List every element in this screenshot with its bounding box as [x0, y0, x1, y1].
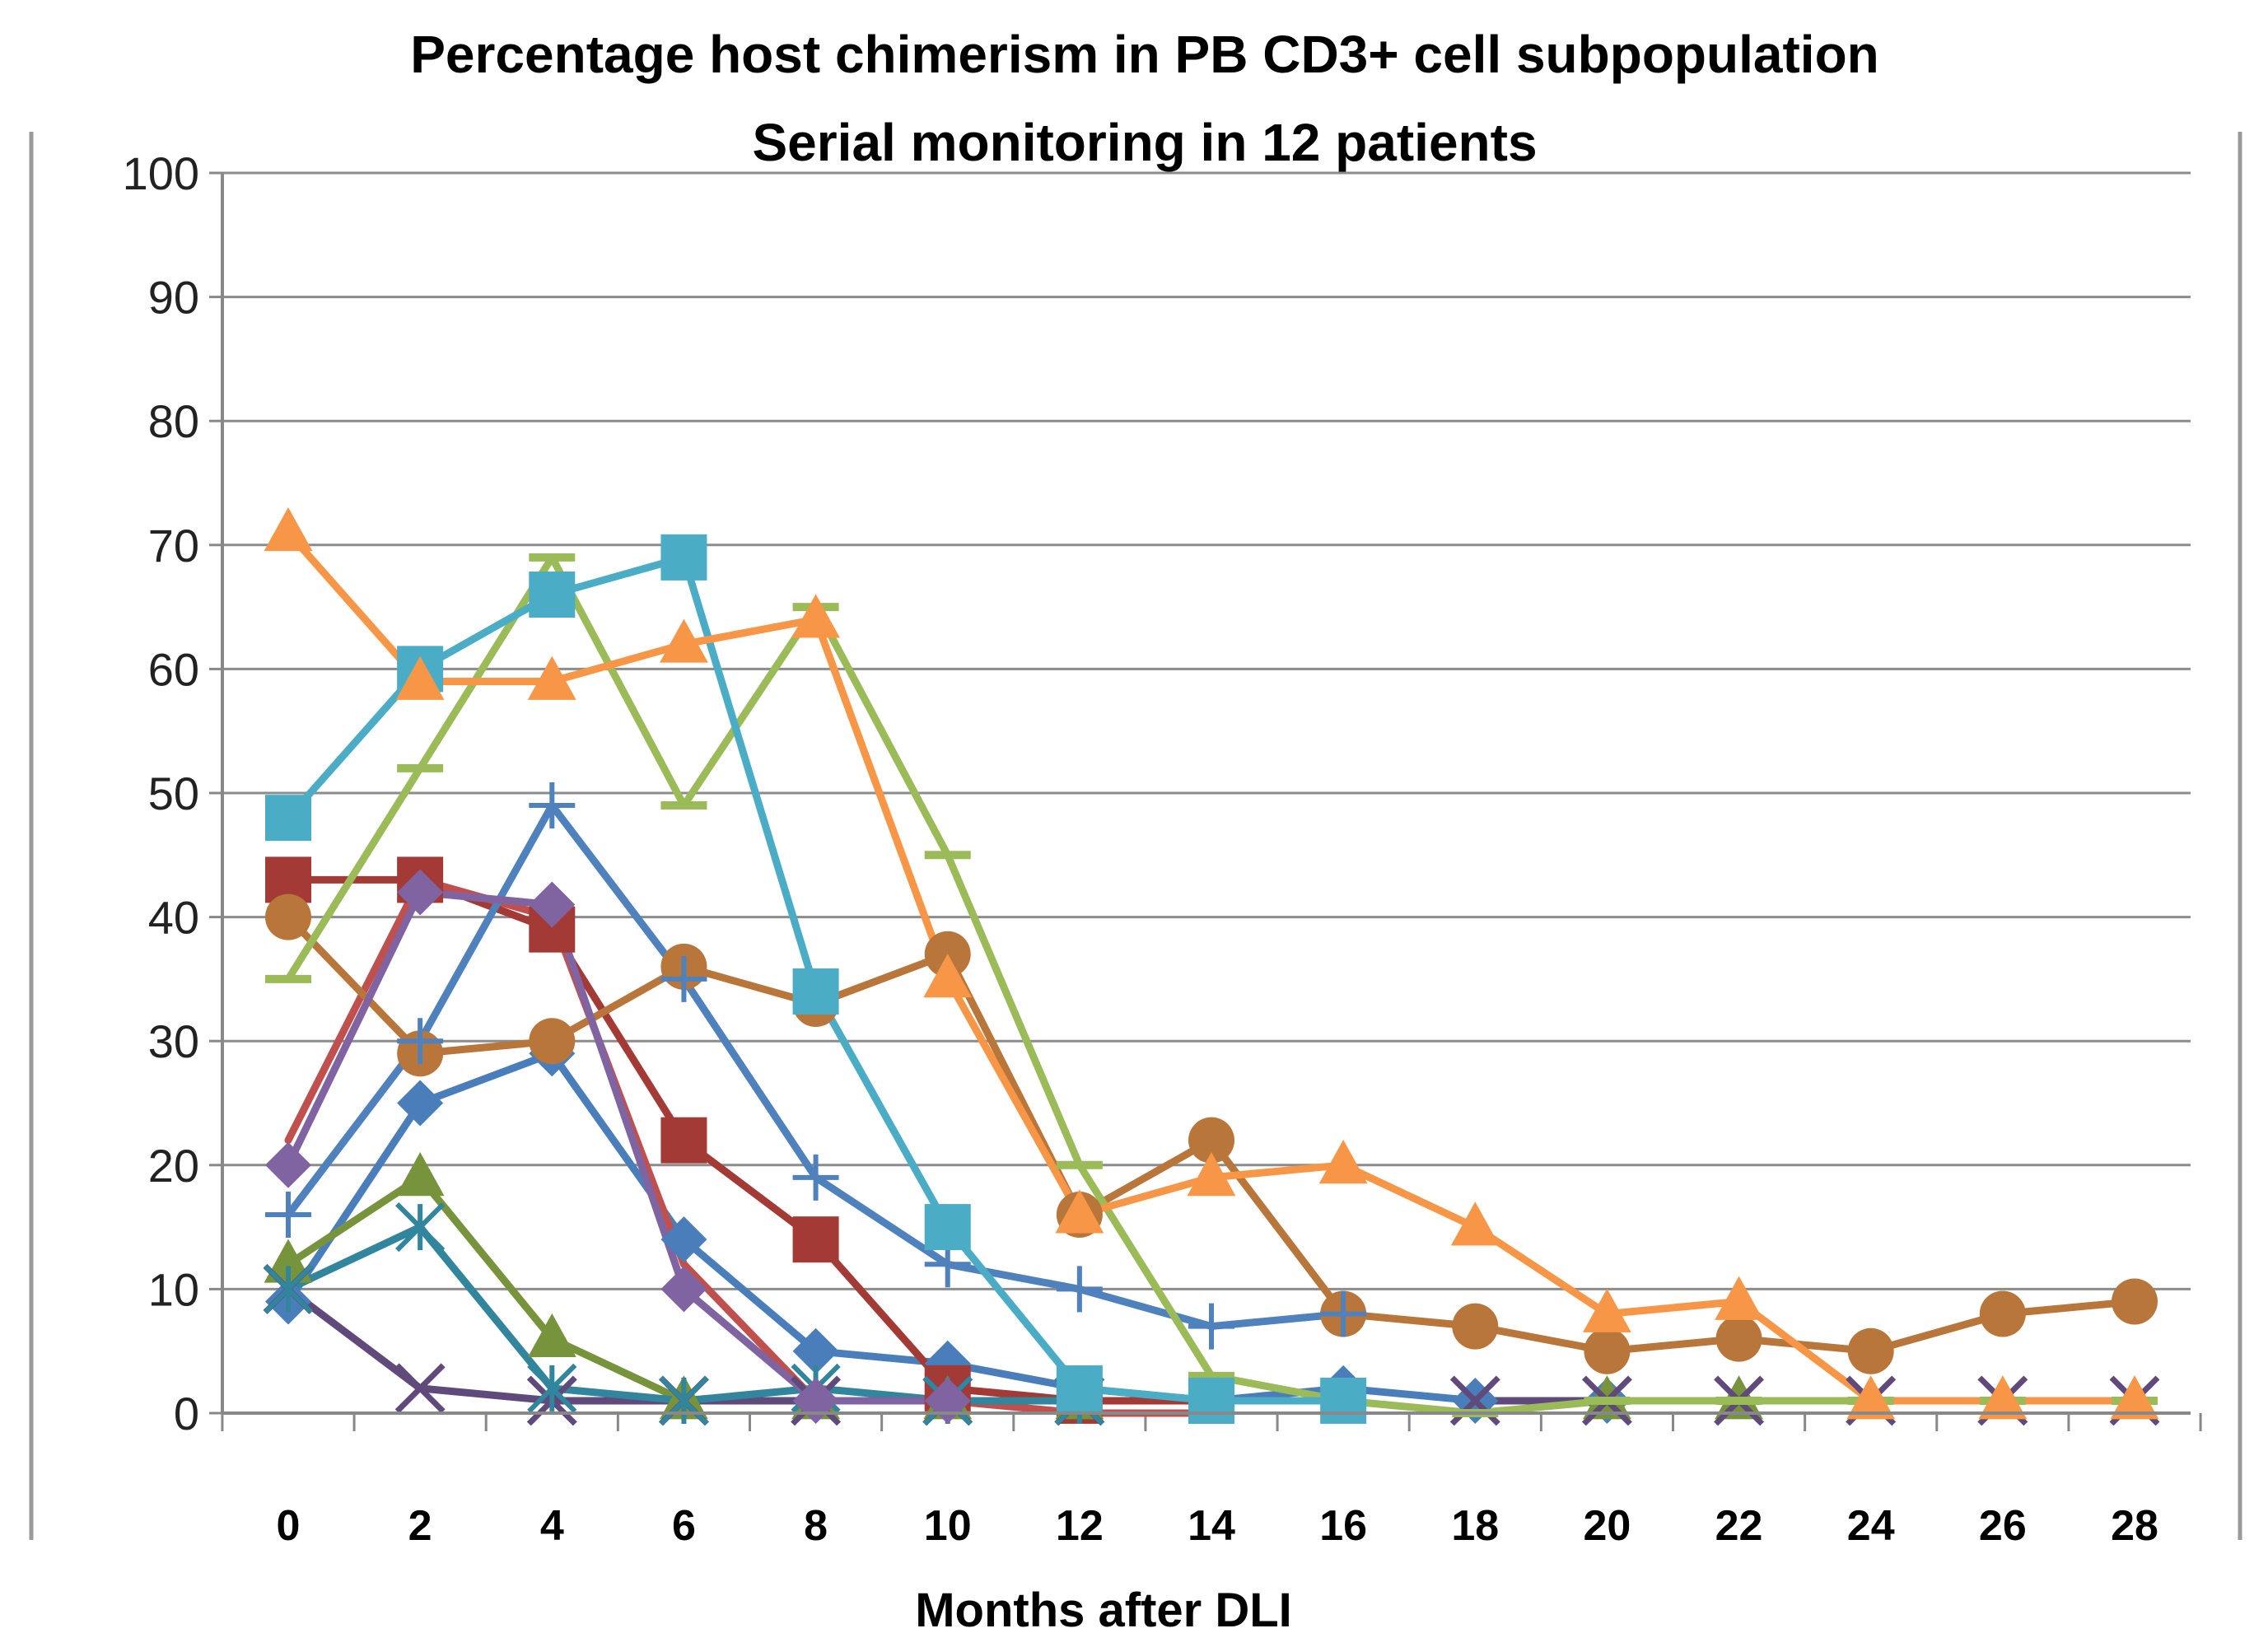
y-tick-label: 30: [148, 1015, 199, 1067]
data-point: [1318, 1140, 1368, 1184]
data-point: [397, 1080, 444, 1127]
y-axis-ticks: 0 10 20 30 40 50 60 70 80 90 100: [123, 147, 222, 1439]
y-tick-label: 70: [148, 520, 199, 572]
y-tick-label: 10: [148, 1263, 199, 1315]
data-point: [1450, 1201, 1500, 1246]
data-point: [527, 1313, 576, 1358]
data-point: [265, 1141, 311, 1188]
x-tick-label: 0: [277, 1502, 301, 1550]
data-point: [1715, 1315, 1762, 1362]
data-point: [792, 1216, 839, 1263]
data-point: [659, 1375, 709, 1426]
data-point: [527, 656, 576, 700]
data-point: [263, 1264, 314, 1314]
data-point: [660, 1117, 707, 1164]
data-point: [923, 954, 973, 998]
y-tick-label: 90: [148, 272, 199, 324]
data-point: [1320, 1377, 1367, 1424]
y-tick-label: 100: [123, 147, 199, 199]
data-point: [792, 1154, 839, 1201]
data-point: [265, 1192, 311, 1239]
data-point: [792, 968, 839, 1015]
data-point: [1978, 1375, 2028, 1420]
data-point: [527, 1363, 577, 1414]
x-tick-label: 16: [1319, 1502, 1367, 1550]
x-tick-label: 2: [408, 1502, 432, 1550]
data-point: [660, 1216, 707, 1263]
data-point: [792, 1327, 839, 1374]
data-point: [1187, 1152, 1236, 1197]
data-point: [395, 656, 445, 700]
data-point: [1188, 1303, 1234, 1350]
x-tick-label: 28: [2111, 1502, 2158, 1550]
data-point: [1584, 1327, 1631, 1374]
data-point: [660, 534, 707, 581]
x-tick-label: 20: [1584, 1502, 1631, 1550]
x-tick-label: 14: [1188, 1502, 1235, 1550]
x-axis-ticks: 0 2 4 6 8 10 12 14 16 18 20 22 24 26 28: [221, 1413, 2202, 1550]
y-tick-label: 60: [148, 643, 199, 695]
y-tick-label: 20: [148, 1140, 199, 1192]
data-point: [397, 869, 444, 916]
data-point: [1452, 1303, 1499, 1350]
data-point: [660, 955, 707, 1002]
data-point: [1979, 1290, 2026, 1337]
data-point: [395, 1201, 446, 1253]
chart-title-line-1: Percentage host chimerism in PB CD3+ cel…: [410, 25, 1879, 84]
data-point: [2110, 1375, 2159, 1420]
data-point: [660, 618, 708, 663]
data-point: [394, 1363, 446, 1414]
data-point: [529, 572, 576, 618]
y-tick-label: 50: [148, 768, 199, 819]
x-tick-label: 26: [1979, 1502, 2027, 1550]
x-tick-label: 24: [1847, 1502, 1895, 1550]
data-point: [1188, 1377, 1234, 1424]
data-point: [1056, 1266, 1103, 1313]
chart-title-line-2: Serial monitoring in 12 patients: [752, 113, 1537, 172]
data-point: [265, 795, 311, 842]
x-tick-label: 6: [672, 1502, 696, 1550]
data-point: [2112, 1278, 2158, 1325]
data-point: [1583, 1288, 1631, 1332]
x-tick-label: 18: [1451, 1502, 1499, 1550]
x-tick-label: 22: [1715, 1502, 1763, 1550]
data-point: [529, 782, 576, 829]
x-tick-label: 8: [804, 1502, 828, 1550]
y-tick-label: 40: [148, 892, 199, 944]
data-point: [264, 506, 313, 552]
y-tick-label: 80: [148, 395, 199, 447]
x-tick-label: 4: [540, 1502, 564, 1550]
data-point: [395, 1152, 445, 1197]
data-point: [1715, 1276, 1763, 1320]
x-tick-label: 10: [924, 1502, 972, 1550]
data-point: [924, 1204, 971, 1251]
data-point: [397, 1018, 444, 1065]
data-point: [1188, 1117, 1234, 1164]
data-point: [1055, 1189, 1104, 1234]
data-point: [1320, 1290, 1367, 1337]
y-tick-label: 0: [174, 1388, 199, 1439]
data-point: [1847, 1327, 1894, 1374]
data-point: [1846, 1375, 1896, 1420]
data-point: [529, 881, 576, 928]
x-tick-label: 12: [1056, 1502, 1104, 1550]
data-point: [264, 1239, 313, 1283]
x-axis-label: Months after DLI: [915, 1584, 1292, 1637]
data-point: [265, 893, 311, 940]
data-point: [791, 594, 840, 638]
data-point: [1056, 1365, 1103, 1411]
data-point: [660, 1266, 707, 1313]
data-point: [529, 1018, 576, 1065]
series-markers: [263, 506, 2160, 1426]
